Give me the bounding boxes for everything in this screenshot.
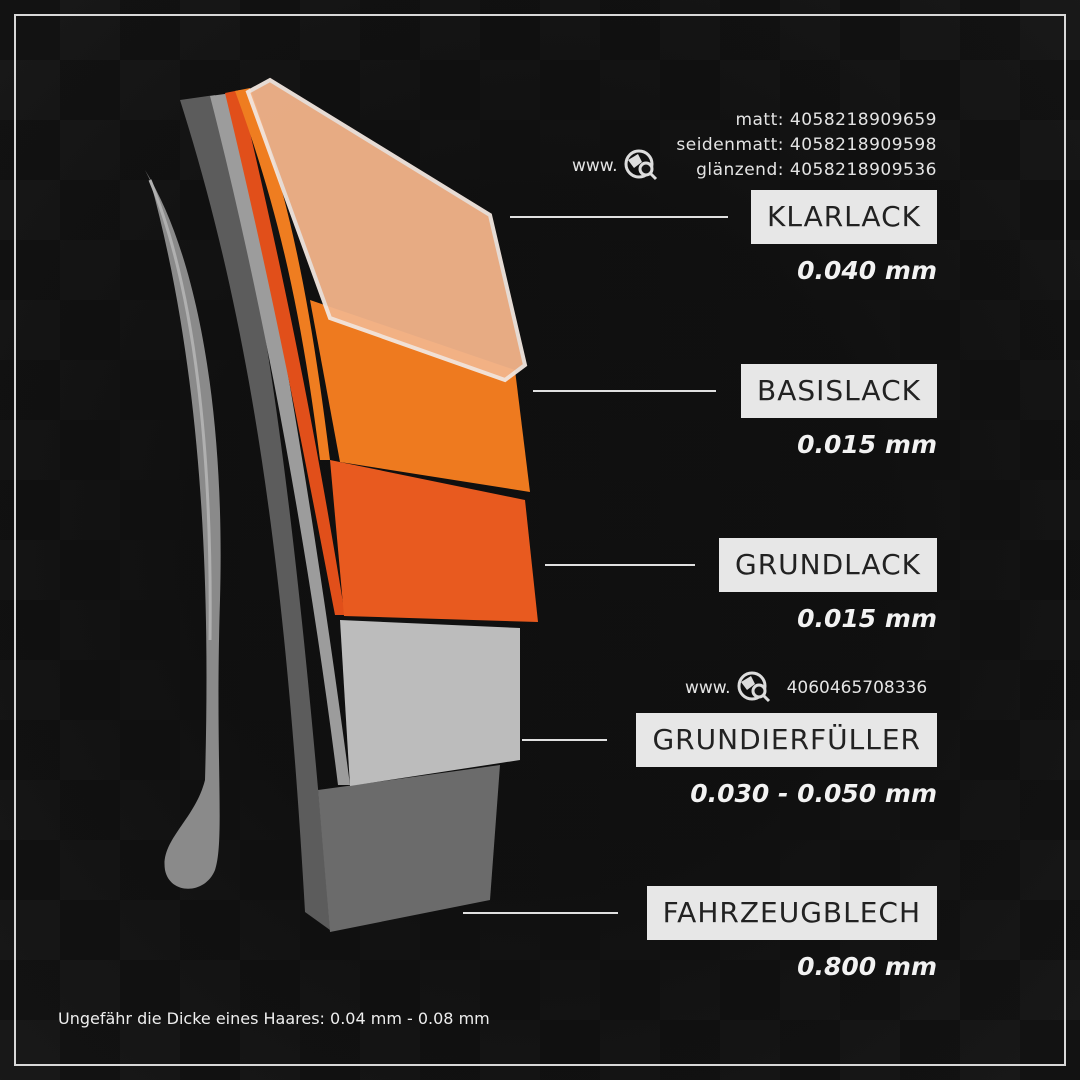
layer-fahrzeugblech (318, 765, 500, 932)
website-link-filler[interactable]: www. 4060465708336 (685, 668, 927, 708)
leader-line-grundlack (545, 564, 695, 566)
hair-highlight (148, 179, 212, 641)
paint-codes: matt: 4058218909659 seidenmatt: 40582189… (676, 108, 937, 183)
filler-edge (210, 93, 350, 785)
label-klarlack: KLARLACK (750, 190, 937, 244)
globe-search-icon (737, 671, 770, 703)
layer-basislack (310, 300, 530, 492)
label-grundlack: GRUNDLACK (719, 538, 937, 592)
hair-thickness-note: Ungefähr die Dicke eines Haares: 0.04 mm… (58, 1009, 490, 1028)
leader-line-grundierfueller (522, 739, 607, 741)
leader-line-klarlack (510, 216, 728, 218)
filler-code: 4060465708336 (786, 678, 928, 698)
base-edge (235, 88, 330, 460)
website-link-top[interactable]: www. (572, 146, 662, 186)
code-seidenmatt: seidenmatt: 4058218909598 (676, 135, 937, 155)
thickness-grundierfueller: 0.030 - 0.050 mm (690, 779, 937, 808)
metal-edge (180, 95, 330, 930)
www-text: www. (685, 678, 731, 698)
thickness-basislack: 0.015 mm (797, 430, 937, 459)
label-basislack: BASISLACK (741, 364, 937, 418)
thickness-klarlack: 0.040 mm (797, 256, 937, 285)
layer-grundierfueller (340, 620, 520, 786)
layer-grundlack (330, 460, 538, 622)
primer-edge (225, 90, 345, 615)
leader-line-fahrzeugblech (463, 912, 618, 914)
code-matt: matt: 4058218909659 (735, 110, 937, 130)
label-fahrzeugblech: FAHRZEUGBLECH (646, 886, 937, 940)
label-grundierfueller: GRUNDIERFÜLLER (636, 713, 937, 767)
thickness-fahrzeugblech: 0.800 mm (797, 952, 937, 981)
layer-klarlack (245, 77, 528, 383)
globe-search-icon (624, 149, 657, 181)
frame-border (14, 14, 1066, 1066)
hair-strand (145, 170, 221, 889)
thickness-grundlack: 0.015 mm (797, 604, 937, 633)
code-glaenzend: glänzend: 4058218909536 (696, 160, 937, 180)
leader-line-basislack (533, 390, 716, 392)
www-text: www. (572, 156, 618, 176)
